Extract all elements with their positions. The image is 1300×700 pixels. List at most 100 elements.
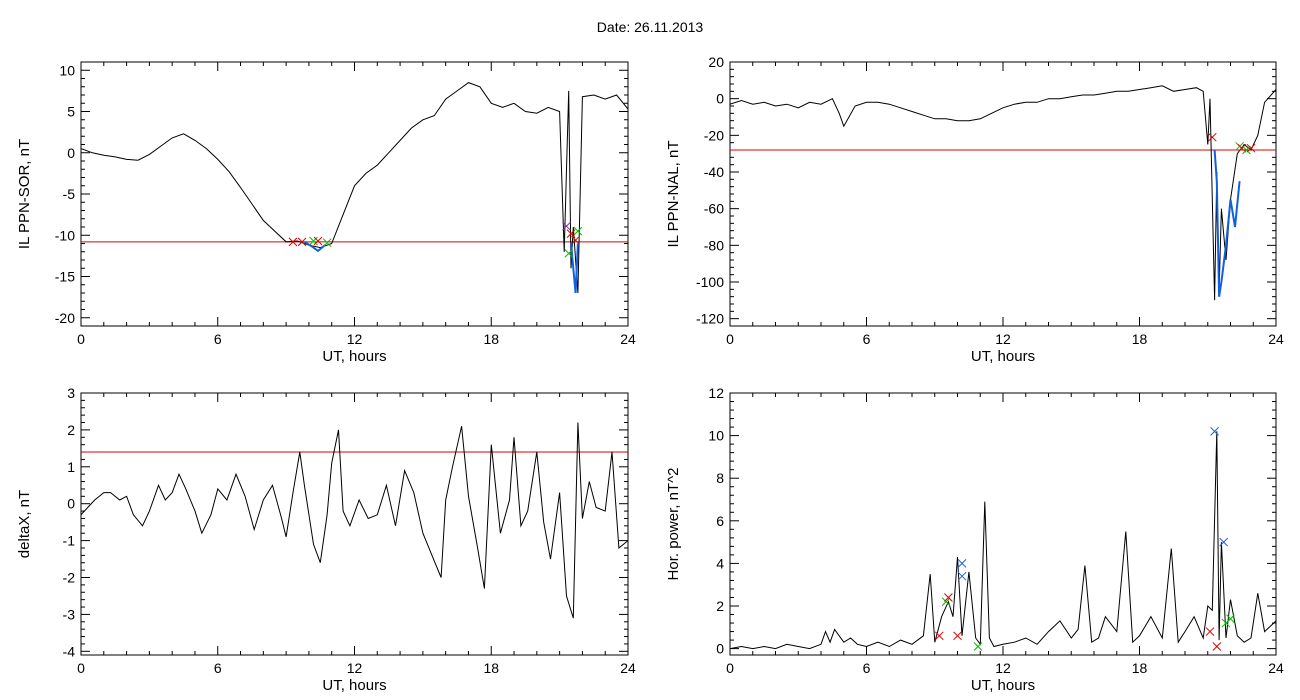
- y-tick-label: 20: [708, 54, 724, 70]
- marker-green: [573, 226, 583, 236]
- marker-stroke: [1237, 143, 1247, 153]
- y-tick-label: -80: [704, 237, 724, 253]
- marker-red: [934, 631, 944, 641]
- marker-green: [1242, 145, 1251, 155]
- x-tick-label: 18: [1132, 660, 1148, 676]
- x-tick-label: 0: [77, 660, 85, 676]
- y-tick-label: -5: [63, 186, 76, 202]
- y-tick-label: 10: [708, 428, 724, 444]
- marker-green: [941, 597, 951, 607]
- event-segment: [1213, 149, 1241, 297]
- event-segment: [570, 242, 579, 294]
- y-axis-label: Hor. power, nT^2: [665, 468, 682, 581]
- marker-blue: [1210, 426, 1219, 436]
- marker-blue: [1219, 537, 1229, 547]
- y-tick-label: 2: [67, 422, 75, 438]
- y-tick-label: 6: [716, 513, 724, 529]
- marker-red: [313, 236, 323, 246]
- y-tick-label: -3: [63, 606, 76, 622]
- x-tick-label: 12: [347, 660, 363, 676]
- y-axis-label: deltaX, nT: [16, 490, 33, 558]
- marker-green: [973, 642, 983, 651]
- marker-stroke: [322, 238, 332, 248]
- y-tick-label: -100: [696, 274, 724, 290]
- x-tick-label: 12: [347, 331, 363, 347]
- marker-red: [1246, 143, 1256, 153]
- marker-red: [571, 235, 580, 245]
- marker-stroke: [309, 236, 318, 246]
- data-line: [730, 85, 1276, 301]
- y-tick-label: 10: [59, 62, 75, 78]
- x-tick-label: 6: [863, 660, 871, 676]
- plot-frame: [80, 61, 629, 327]
- x-tick-label: 0: [77, 331, 85, 347]
- x-tick-label: 6: [863, 331, 871, 347]
- y-tick-label: -20: [55, 310, 75, 326]
- plot-frame: [729, 61, 1277, 327]
- y-tick-label: 8: [716, 470, 724, 486]
- y-tick-label: 0: [716, 91, 724, 107]
- marker-stroke: [1210, 426, 1219, 436]
- y-tick-label: 2: [716, 598, 724, 614]
- plot-frame: [729, 392, 1277, 656]
- marker-green: [1226, 614, 1235, 624]
- x-tick-label: 12: [995, 660, 1011, 676]
- panel-ppn-sor: 0 6 12 18 24 10 5 0 -5 -10 -15 -20 UT, hours IL PPN-S…: [16, 61, 636, 365]
- x-axis-label: UT, hours: [322, 677, 386, 694]
- marker-stroke: [297, 237, 307, 247]
- y-tick-label: 4: [716, 555, 724, 571]
- marker-stroke: [562, 221, 571, 231]
- marker-red: [566, 229, 576, 238]
- marker-stroke: [564, 249, 574, 258]
- panel-hor-power: 0 6 12 18 24 12 10 8 6 4 2 0 UT, hours Hor. power, nT…: [665, 385, 1284, 694]
- data-line: [81, 422, 628, 619]
- x-tick-label: 24: [1268, 331, 1284, 347]
- marker-green: [564, 249, 574, 258]
- x-tick-label: 6: [214, 660, 222, 676]
- marker-stroke: [1246, 143, 1256, 153]
- marker-red: [953, 631, 962, 641]
- marker-purple: [562, 221, 571, 231]
- marker-red: [1205, 627, 1215, 636]
- x-axis-label: UT, hours: [971, 348, 1035, 365]
- y-tick-label: -60: [704, 201, 724, 217]
- marker-stroke: [573, 226, 583, 236]
- marker-stroke: [1219, 537, 1229, 547]
- y-tick-label: 3: [67, 385, 75, 401]
- y-tick-label: 0: [67, 145, 75, 161]
- y-axis-label: IL PPN-NAL, nT: [665, 141, 682, 248]
- marker-stroke: [1212, 642, 1222, 651]
- marker-stroke: [1207, 132, 1217, 142]
- x-tick-label: 24: [620, 660, 636, 676]
- y-tick-label: -2: [63, 570, 76, 586]
- marker-stroke: [571, 235, 580, 245]
- marker-stroke: [953, 631, 962, 641]
- data-line: [81, 82, 628, 294]
- y-axis-label: IL PPN-SOR, nT: [16, 139, 33, 249]
- marker-stroke: [957, 559, 967, 568]
- x-tick-label: 12: [995, 331, 1011, 347]
- marker-red: [297, 237, 307, 247]
- y-tick-label: -15: [55, 269, 75, 285]
- y-tick-label: 0: [716, 641, 724, 657]
- y-tick-label: 5: [67, 104, 75, 120]
- data-line: [730, 431, 1276, 650]
- x-tick-label: 0: [726, 660, 734, 676]
- x-tick-label: 24: [1268, 660, 1284, 676]
- x-tick-label: 18: [483, 660, 499, 676]
- marker-stroke: [1226, 614, 1235, 624]
- marker-red: [1237, 143, 1247, 153]
- marker-red: [288, 237, 298, 247]
- x-tick-label: 24: [620, 331, 636, 347]
- marker-blue: [957, 559, 967, 568]
- page-title: Date: 26.11.2013: [596, 19, 704, 35]
- marker-stroke: [973, 642, 983, 651]
- y-tick-label: -120: [696, 311, 724, 327]
- x-axis-label: UT, hours: [322, 348, 386, 365]
- panel-deltax: 0 6 12 18 24 3 2 1 0 -1 -2 -3 -4 UT, hours deltaX, nT: [16, 385, 636, 694]
- marker-green: [309, 236, 318, 246]
- marker-red: [1212, 642, 1222, 651]
- x-tick-label: 18: [1132, 331, 1148, 347]
- marker-stroke: [957, 571, 967, 581]
- marker-stroke: [934, 631, 944, 641]
